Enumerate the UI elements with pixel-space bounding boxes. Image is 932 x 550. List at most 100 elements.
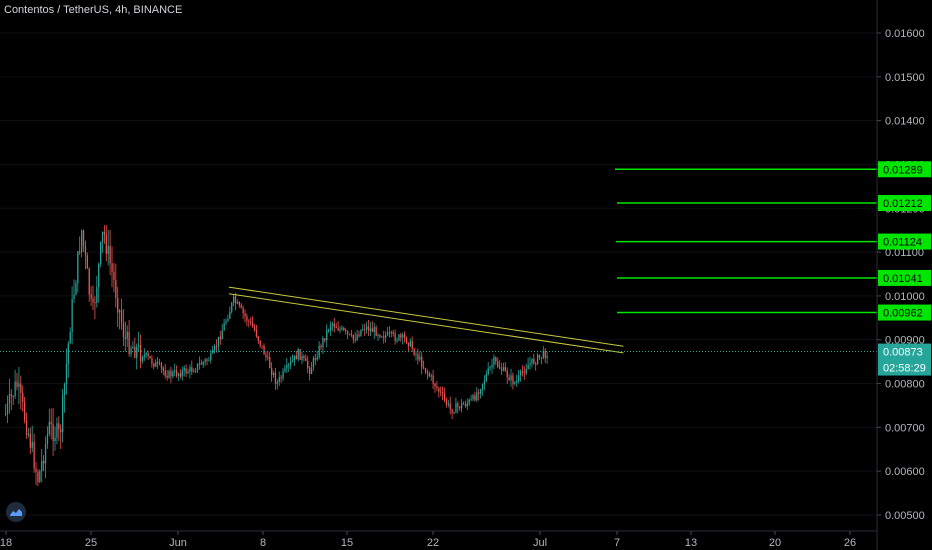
candle-body <box>331 323 334 326</box>
candle-body <box>542 350 544 358</box>
candle-body <box>54 437 56 441</box>
candle-body <box>297 349 299 360</box>
candle-body <box>434 383 436 387</box>
candle-body <box>157 362 159 364</box>
candle-body <box>428 373 430 377</box>
candle-body <box>352 334 354 340</box>
level-label: 0.01041 <box>883 273 923 285</box>
x-tick-label: Jun <box>169 537 187 549</box>
candle-body <box>506 371 508 378</box>
candle-body <box>191 367 193 372</box>
candle-body <box>160 363 163 368</box>
level-badge <box>878 195 931 212</box>
time-axis[interactable]: 18 25 Jun 8 15 22 Jul 7 13 20 26 <box>0 531 856 549</box>
candle-body <box>309 368 311 374</box>
candle-body <box>371 328 373 332</box>
trendline[interactable] <box>228 293 624 354</box>
candle-body <box>134 346 136 358</box>
candle-body <box>348 334 351 336</box>
candle-body <box>263 345 265 355</box>
candle-body <box>343 327 345 331</box>
candle-body <box>75 283 77 295</box>
candle-body <box>84 245 87 256</box>
y-tick-label: 0.01600 <box>885 28 925 40</box>
candle-body <box>411 341 413 349</box>
candle-body <box>20 383 22 393</box>
candle-body <box>451 409 453 414</box>
level-label: 0.00962 <box>883 308 923 320</box>
tradingview-logo-icon[interactable] <box>6 502 26 522</box>
candle-body <box>132 346 134 349</box>
candle-body <box>468 399 470 404</box>
chart-title: Contentos / TetherUS, 4h, BINANCE <box>4 4 183 16</box>
candle-body <box>466 403 468 407</box>
candle-body <box>231 302 233 312</box>
candle-body <box>174 370 176 372</box>
level-badge <box>878 269 931 286</box>
grid <box>0 32 877 516</box>
candle-body <box>265 354 267 357</box>
level-badge <box>878 233 931 250</box>
candle-body <box>124 337 126 339</box>
candle-body <box>92 298 94 303</box>
candle-body <box>295 355 297 360</box>
candle-body <box>360 329 362 336</box>
candle-body <box>111 263 113 272</box>
candle-body <box>544 350 546 358</box>
candle-body <box>474 395 476 401</box>
y-tick-label: 0.00700 <box>885 422 925 434</box>
candle-body <box>242 307 244 314</box>
candle-body <box>314 358 316 360</box>
candle-body <box>324 338 326 341</box>
candle-body <box>421 356 423 368</box>
candle-body <box>379 334 381 337</box>
candle-body <box>88 268 90 295</box>
candle-body <box>103 231 106 235</box>
candle-body <box>250 321 252 323</box>
level-badge <box>878 304 931 321</box>
candle-body <box>31 441 33 448</box>
candle-body <box>350 334 353 336</box>
candle-body <box>145 353 147 355</box>
candle-body <box>177 373 180 376</box>
candle-body <box>377 334 379 336</box>
candle-body <box>257 336 259 341</box>
candle-body <box>86 255 88 269</box>
candle-body <box>271 368 273 376</box>
candle-body <box>388 332 391 334</box>
candle-body <box>8 394 11 404</box>
candle-body <box>219 336 221 340</box>
candle-body <box>286 365 288 369</box>
candle-body <box>193 371 195 373</box>
y-tick-label: 0.00600 <box>885 466 925 478</box>
candle-body <box>312 358 315 368</box>
candle-body <box>278 377 280 383</box>
candle-body <box>527 364 529 370</box>
candle-body <box>519 371 522 376</box>
last-price-label: 0.00873 02:58:29 <box>878 343 931 376</box>
candle-body <box>443 393 446 400</box>
trendline[interactable] <box>228 286 624 347</box>
candle-body <box>24 401 26 421</box>
candle-body <box>445 399 448 405</box>
candle-body <box>147 353 149 357</box>
candle-body <box>117 298 119 313</box>
candle-body <box>206 359 208 361</box>
candle-body <box>227 318 229 322</box>
candle-body <box>415 354 417 356</box>
candle-body <box>457 403 459 407</box>
y-tick-label: 0.00500 <box>885 510 925 522</box>
candle-body <box>198 363 201 365</box>
candle-body <box>405 337 408 343</box>
candle-body <box>280 377 282 379</box>
candle-body <box>310 367 313 374</box>
candle-body <box>472 395 474 400</box>
candle-body <box>212 350 214 354</box>
candle-body <box>354 339 356 341</box>
candle-body <box>272 372 275 376</box>
candle-body <box>172 371 174 377</box>
candle-body <box>29 433 31 448</box>
candle-body <box>455 403 457 413</box>
candle-body <box>217 336 220 347</box>
